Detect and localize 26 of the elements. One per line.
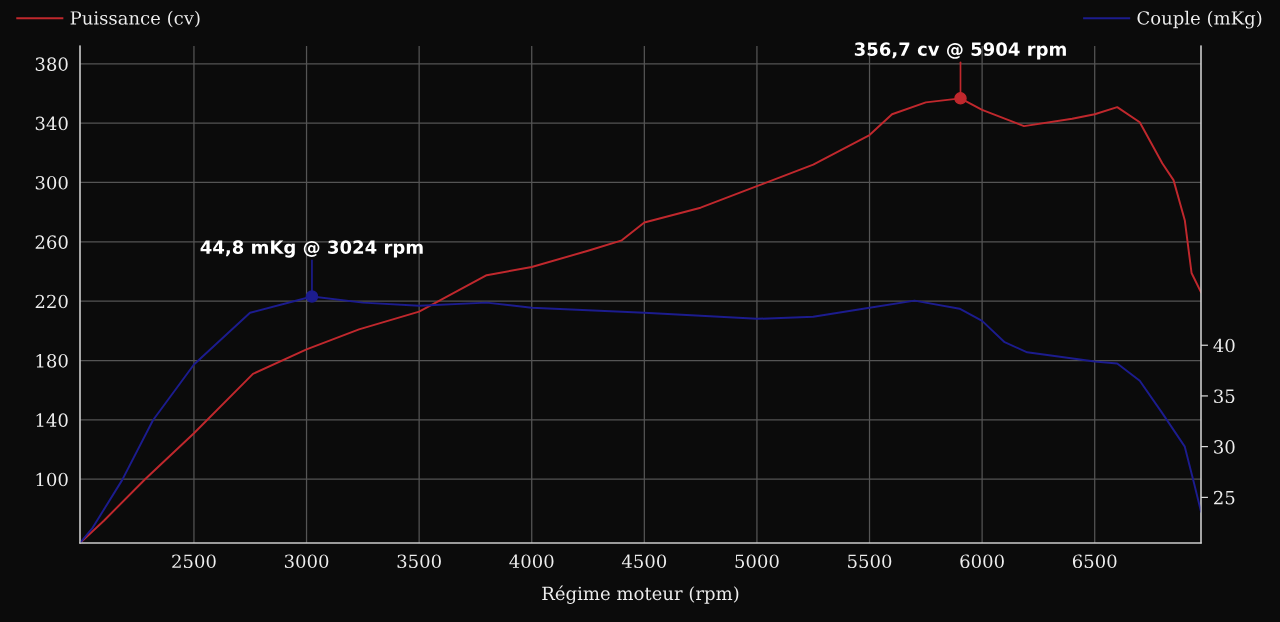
y-tick-label: 340	[35, 116, 68, 131]
x-tick-label: 4000	[509, 554, 554, 569]
y-tick-label: 220	[35, 294, 68, 309]
x-tick-label: 3000	[284, 554, 329, 569]
y-tick-label: 140	[36, 413, 68, 427]
x-tick-label: 5500	[848, 554, 892, 569]
x-tick-label: 6000	[960, 554, 1004, 569]
y-tick-label: 300	[35, 175, 68, 190]
legend-label: Couple (mKg)	[1137, 10, 1262, 29]
x-tick-label: 4500	[621, 554, 667, 569]
y-tick-label: 180	[36, 353, 68, 368]
x-tick-label: 5000	[735, 554, 779, 569]
annotation: 44,8 mKg @ 3024 rpm	[200, 240, 423, 258]
y-tick-label: 260	[35, 235, 68, 249]
x-tick-label: 6500	[1072, 554, 1117, 569]
x-tick-label: 3500	[397, 554, 441, 569]
annotation: 356,7 cv @ 5904 rpm	[854, 42, 1066, 60]
y2-tick-label: 35	[1214, 389, 1235, 404]
x-axis-title: Régime moteur (rpm)	[542, 585, 739, 604]
y-tick-label: 380	[35, 57, 68, 71]
y2-tick-label: 25	[1214, 490, 1235, 505]
x-tick-label: 2500	[172, 554, 216, 569]
y2-tick-label: 30	[1214, 440, 1235, 454]
legend-label: Puissance (cv)	[70, 10, 200, 28]
y2-tick-label: 40	[1213, 338, 1235, 353]
y-tick-label: 100	[36, 472, 68, 487]
